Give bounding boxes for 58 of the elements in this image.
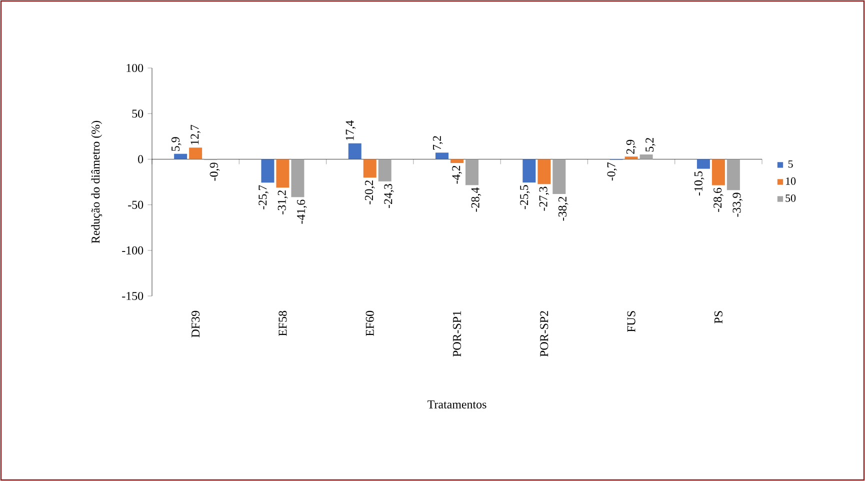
data-label: 17,4 bbox=[346, 120, 356, 140]
y-tick-label: -150 bbox=[122, 292, 144, 300]
bar bbox=[696, 159, 710, 169]
x-tick-label: DF39 bbox=[192, 310, 200, 338]
data-label: -0,9 bbox=[210, 162, 220, 181]
y-tick-label: 50 bbox=[132, 110, 144, 118]
data-label: 12,7 bbox=[190, 124, 200, 144]
x-tick-label: PS bbox=[714, 311, 722, 324]
bar bbox=[436, 152, 449, 160]
bar bbox=[726, 159, 740, 190]
x-tick-label: FUS bbox=[627, 311, 636, 332]
y-tick-label: 0 bbox=[138, 155, 144, 164]
x-tick-label: POR-SP1 bbox=[452, 311, 462, 357]
bar bbox=[378, 159, 392, 182]
data-label: -41,6 bbox=[297, 200, 307, 224]
bar bbox=[189, 148, 202, 160]
bar bbox=[624, 156, 638, 160]
data-label: -28,4 bbox=[471, 187, 482, 212]
bar bbox=[450, 159, 464, 164]
data-label: -20,2 bbox=[364, 180, 375, 204]
bar bbox=[538, 159, 551, 184]
x-tick-label: POR-SP2 bbox=[540, 311, 548, 357]
bar bbox=[174, 154, 188, 160]
bar bbox=[522, 159, 536, 182]
data-label: -4,2 bbox=[452, 166, 462, 184]
bar bbox=[465, 159, 478, 186]
data-label: -33,9 bbox=[732, 192, 742, 217]
data-label: 7,2 bbox=[432, 136, 443, 150]
data-label: -25,7 bbox=[258, 185, 268, 210]
data-label: -10,5 bbox=[694, 171, 704, 196]
x-axis-title: Tratamentos bbox=[428, 400, 486, 408]
bar bbox=[276, 159, 290, 188]
bar bbox=[640, 154, 653, 160]
data-label: 5,9 bbox=[172, 137, 182, 151]
y-axis-title: Redução do diâmetro (%) bbox=[91, 120, 102, 244]
data-label: -31,2 bbox=[278, 190, 288, 214]
data-label: -27,3 bbox=[539, 186, 550, 211]
bar bbox=[363, 159, 376, 178]
y-tick-label: 100 bbox=[126, 64, 144, 72]
data-label: -38,2 bbox=[558, 196, 568, 221]
bar bbox=[712, 159, 725, 186]
x-tick-label: EF58 bbox=[278, 310, 287, 336]
legend-label: 50 bbox=[786, 194, 796, 202]
bar bbox=[261, 159, 274, 183]
bar bbox=[348, 143, 362, 160]
data-label: 5,2 bbox=[646, 138, 656, 152]
bar bbox=[552, 159, 566, 194]
bar bbox=[291, 159, 304, 198]
legend-label: 10 bbox=[786, 177, 796, 185]
data-label: 2,9 bbox=[626, 140, 636, 154]
data-label: -25,5 bbox=[520, 185, 530, 210]
y-tick-label: -50 bbox=[128, 200, 144, 209]
y-tick-label: -100 bbox=[122, 246, 144, 254]
x-tick-label: EF60 bbox=[366, 310, 374, 336]
data-label: -24,3 bbox=[384, 184, 394, 208]
legend-label: 5 bbox=[788, 160, 793, 168]
data-label: -28,6 bbox=[714, 188, 724, 212]
data-label: -0,7 bbox=[607, 162, 618, 181]
